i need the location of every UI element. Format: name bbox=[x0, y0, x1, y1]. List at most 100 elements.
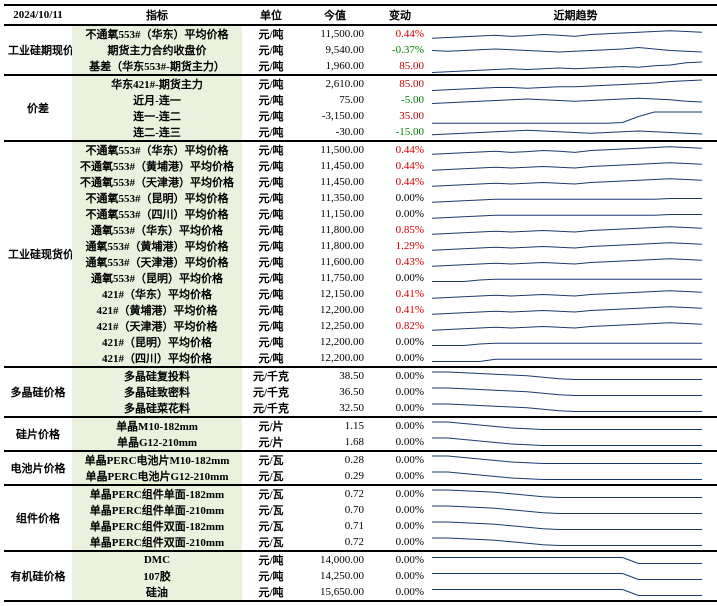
change-cell: 35.00 bbox=[370, 108, 430, 124]
table-row: 多晶硅致密料元/千克36.500.00% bbox=[4, 384, 717, 400]
change-cell: 0.00% bbox=[370, 350, 430, 367]
trend-sparkline bbox=[430, 334, 717, 350]
value-cell: 12,200.00 bbox=[300, 334, 370, 350]
indicator-cell: 多晶硅复投料 bbox=[72, 367, 242, 384]
value-cell: 14,250.00 bbox=[300, 568, 370, 584]
trend-sparkline bbox=[430, 286, 717, 302]
trend-sparkline bbox=[430, 551, 717, 568]
unit-cell: 元/瓦 bbox=[242, 468, 300, 485]
trend-sparkline bbox=[430, 434, 717, 451]
indicator-cell: 通氧553#（天津港）平均价格 bbox=[72, 254, 242, 270]
table-row: 工业硅现货价格不通氧553#（华东）平均价格元/吨11,500.000.44% bbox=[4, 141, 717, 158]
section-label: 工业硅现货价格 bbox=[4, 141, 72, 367]
indicator-cell: 通氧553#（黄埔港）平均价格 bbox=[72, 238, 242, 254]
table-row: 通氧553#（天津港）平均价格元/吨11,600.000.43% bbox=[4, 254, 717, 270]
value-cell: 11,500.00 bbox=[300, 25, 370, 42]
value-cell: 11,450.00 bbox=[300, 174, 370, 190]
table-row: 不通氧553#（四川）平均价格元/吨11,150.000.00% bbox=[4, 206, 717, 222]
trend-sparkline bbox=[430, 400, 717, 417]
trend-sparkline bbox=[430, 238, 717, 254]
trend-sparkline bbox=[430, 518, 717, 534]
trend-sparkline bbox=[430, 141, 717, 158]
trend-sparkline bbox=[430, 302, 717, 318]
value-cell: 9,540.00 bbox=[300, 42, 370, 58]
value-cell: 12,150.00 bbox=[300, 286, 370, 302]
header-change: 变动 bbox=[370, 5, 430, 25]
section-label: 价差 bbox=[4, 75, 72, 141]
header-value: 今值 bbox=[300, 5, 370, 25]
table-row: 421#（天津港）平均价格元/吨12,250.000.82% bbox=[4, 318, 717, 334]
change-cell: 0.00% bbox=[370, 485, 430, 502]
table-row: 通氧553#（黄埔港）平均价格元/吨11,800.001.29% bbox=[4, 238, 717, 254]
table-row: 单晶PERC组件单面-210mm元/瓦0.700.00% bbox=[4, 502, 717, 518]
value-cell: 11,600.00 bbox=[300, 254, 370, 270]
unit-cell: 元/瓦 bbox=[242, 485, 300, 502]
change-cell: 0.43% bbox=[370, 254, 430, 270]
unit-cell: 元/吨 bbox=[242, 158, 300, 174]
unit-cell: 元/吨 bbox=[242, 58, 300, 75]
unit-cell: 元/瓦 bbox=[242, 534, 300, 551]
unit-cell: 元/吨 bbox=[242, 318, 300, 334]
table-row: 不通氧553#（昆明）平均价格元/吨11,350.000.00% bbox=[4, 190, 717, 206]
indicator-cell: 多晶硅致密料 bbox=[72, 384, 242, 400]
unit-cell: 元/吨 bbox=[242, 124, 300, 141]
indicator-cell: 期货主力合约收盘价 bbox=[72, 42, 242, 58]
unit-cell: 元/吨 bbox=[242, 190, 300, 206]
header-indicator: 指标 bbox=[72, 5, 242, 25]
table-row: 电池片价格单晶PERC电池片M10-182mm元/瓦0.280.00% bbox=[4, 451, 717, 468]
trend-sparkline bbox=[430, 75, 717, 92]
table-row: 有机硅价格DMC元/吨14,000.000.00% bbox=[4, 551, 717, 568]
value-cell: 75.00 bbox=[300, 92, 370, 108]
trend-sparkline bbox=[430, 25, 717, 42]
change-cell: 0.00% bbox=[370, 334, 430, 350]
unit-cell: 元/吨 bbox=[242, 238, 300, 254]
trend-sparkline bbox=[430, 384, 717, 400]
indicator-cell: 通氧553#（华东）平均价格 bbox=[72, 222, 242, 238]
change-cell: 0.41% bbox=[370, 302, 430, 318]
unit-cell: 元/吨 bbox=[242, 92, 300, 108]
value-cell: 36.50 bbox=[300, 384, 370, 400]
header-row: 2024/10/11 指标 单位 今值 变动 近期趋势 bbox=[4, 5, 717, 25]
value-cell: 11,350.00 bbox=[300, 190, 370, 206]
table-row: 近月-连一元/吨75.00-5.00 bbox=[4, 92, 717, 108]
value-cell: 0.72 bbox=[300, 534, 370, 551]
value-cell: 1,960.00 bbox=[300, 58, 370, 75]
unit-cell: 元/吨 bbox=[242, 174, 300, 190]
section-label: 多晶硅价格 bbox=[4, 367, 72, 417]
indicator-cell: 单晶PERC组件单面-210mm bbox=[72, 502, 242, 518]
trend-sparkline bbox=[430, 108, 717, 124]
indicator-cell: 硅油 bbox=[72, 584, 242, 601]
change-cell: 0.00% bbox=[370, 551, 430, 568]
table-row: 工业硅期现价格不通氧553#（华东）平均价格元/吨11,500.000.44% bbox=[4, 25, 717, 42]
indicator-cell: 单晶PERC电池片M10-182mm bbox=[72, 451, 242, 468]
indicator-cell: 421#（四川）平均价格 bbox=[72, 350, 242, 367]
table-row: 421#（昆明）平均价格元/吨12,200.000.00% bbox=[4, 334, 717, 350]
table-row: 通氧553#（华东）平均价格元/吨11,800.000.85% bbox=[4, 222, 717, 238]
header-trend: 近期趋势 bbox=[430, 5, 717, 25]
value-cell: 0.72 bbox=[300, 485, 370, 502]
value-cell: -3,150.00 bbox=[300, 108, 370, 124]
change-cell: 1.29% bbox=[370, 238, 430, 254]
table-row: 连一-连二元/吨-3,150.0035.00 bbox=[4, 108, 717, 124]
trend-sparkline bbox=[430, 451, 717, 468]
value-cell: 15,650.00 bbox=[300, 584, 370, 601]
value-cell: 11,500.00 bbox=[300, 141, 370, 158]
trend-sparkline bbox=[430, 124, 717, 141]
indicator-cell: 不通氧553#（昆明）平均价格 bbox=[72, 190, 242, 206]
change-cell: -0.37% bbox=[370, 42, 430, 58]
indicator-cell: 华东421#-期货主力 bbox=[72, 75, 242, 92]
unit-cell: 元/吨 bbox=[242, 584, 300, 601]
change-cell: 0.00% bbox=[370, 468, 430, 485]
indicator-cell: 单晶M10-182mm bbox=[72, 417, 242, 434]
indicator-cell: 通氧553#（昆明）平均价格 bbox=[72, 270, 242, 286]
table-row: 通氧553#（昆明）平均价格元/吨11,750.000.00% bbox=[4, 270, 717, 286]
change-cell: 0.00% bbox=[370, 384, 430, 400]
table-row: 421#（华东）平均价格元/吨12,150.000.41% bbox=[4, 286, 717, 302]
trend-sparkline bbox=[430, 42, 717, 58]
unit-cell: 元/吨 bbox=[242, 350, 300, 367]
trend-sparkline bbox=[430, 568, 717, 584]
unit-cell: 元/吨 bbox=[242, 334, 300, 350]
table-row: 期货主力合约收盘价元/吨9,540.00-0.37% bbox=[4, 42, 717, 58]
indicator-cell: 107胶 bbox=[72, 568, 242, 584]
table-row: 107胶元/吨14,250.000.00% bbox=[4, 568, 717, 584]
